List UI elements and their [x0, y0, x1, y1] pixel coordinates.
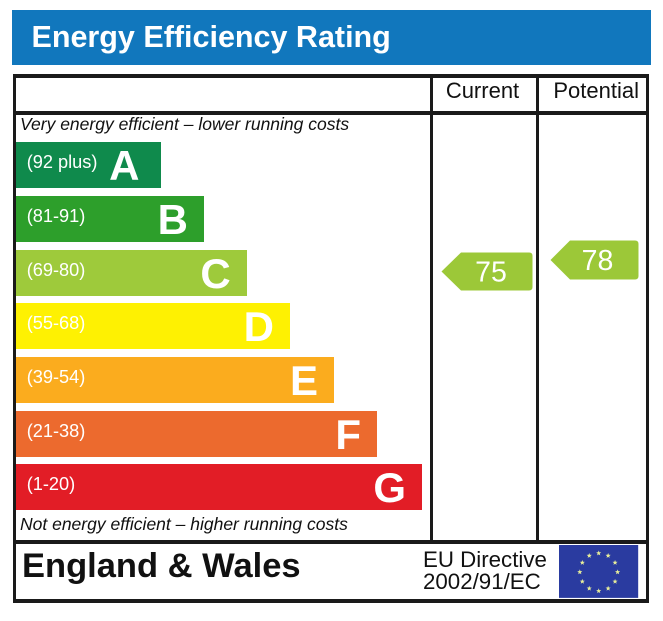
svg-text:78: 78	[582, 245, 614, 277]
svg-text:75: 75	[475, 256, 507, 288]
